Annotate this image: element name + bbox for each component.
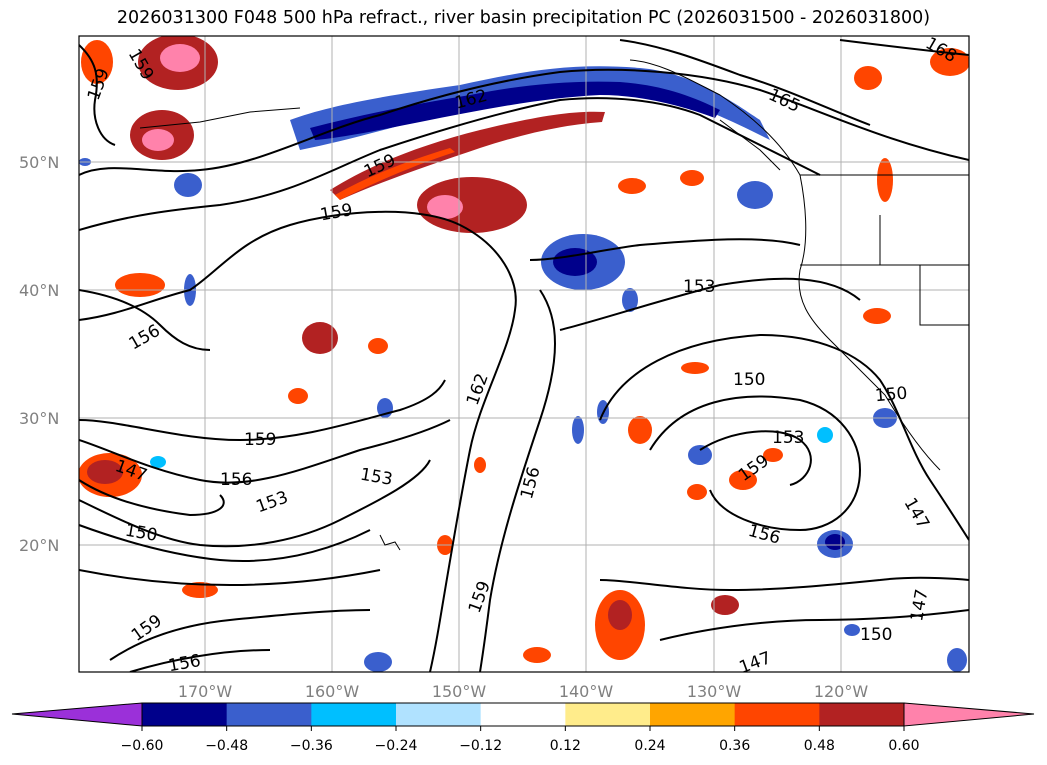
lon-label: 140°W <box>559 682 614 701</box>
colorbar-segment <box>480 703 566 726</box>
lat-label: 30°N <box>19 409 59 428</box>
precip-blob <box>844 624 860 636</box>
contour-label: 159 <box>319 200 354 225</box>
colorbar-segment <box>565 703 651 726</box>
colorbar-tick-label: −0.36 <box>290 738 333 754</box>
precip-blob <box>622 288 638 312</box>
lat-label: 20°N <box>19 536 59 555</box>
precip-blob <box>368 338 388 354</box>
map-frame <box>78 35 970 673</box>
precip-blob <box>364 652 392 672</box>
contour-label: 147 <box>737 648 774 678</box>
precip-orange-band <box>335 148 455 200</box>
precip-blob <box>474 457 486 473</box>
contour-label: 147 <box>900 495 934 533</box>
precip-blob <box>729 470 757 490</box>
precip-blob <box>854 66 882 90</box>
colorbar-segment <box>396 703 482 726</box>
colorbar-segment <box>12 703 142 726</box>
precip-blob <box>523 647 551 663</box>
contour-label: 156 <box>126 321 164 355</box>
precip-blob <box>680 170 704 186</box>
precip-blob <box>142 129 174 151</box>
lon-label: 130°W <box>687 682 742 701</box>
colorbar-segment <box>819 703 905 726</box>
lat-labels: 50°N 40°N 30°N 20°N <box>19 153 59 555</box>
precip-blob <box>737 181 773 209</box>
lon-label: 120°W <box>814 682 869 701</box>
precip-blob <box>427 195 463 219</box>
colorbar-segment <box>904 703 1034 726</box>
contour-label: 147 <box>907 588 932 623</box>
precip-blob <box>825 534 845 550</box>
contours <box>79 39 969 672</box>
colorbar-tick-label: 0.12 <box>550 738 581 754</box>
contour-label: 153 <box>254 487 291 517</box>
precip-blob <box>711 595 739 615</box>
precip-blob <box>817 427 833 443</box>
colorbar-tick-label: −0.48 <box>205 738 248 754</box>
precip-blob <box>618 178 646 194</box>
contour-label: 153 <box>359 465 394 490</box>
precip-blob <box>763 448 783 462</box>
lon-label: 170°W <box>178 682 233 701</box>
lon-labels: 170°W 160°W 150°W 140°W 130°W 120°W <box>178 682 869 701</box>
lat-label: 50°N <box>19 153 59 172</box>
precip-blob <box>81 40 113 84</box>
contour-label: 159 <box>465 578 495 615</box>
precip-blob <box>302 322 338 354</box>
colorbar-segment <box>311 703 397 726</box>
lon-label: 150°W <box>432 682 487 701</box>
lat-label: 40°N <box>19 281 59 300</box>
precip-blob <box>687 484 707 500</box>
coastlines <box>139 59 969 551</box>
map-title: 2026031300 F048 500 hPa refract., river … <box>116 8 931 28</box>
precip-blob <box>87 460 123 484</box>
colorbar-segment <box>650 703 736 726</box>
colorbar-tick-label: 0.36 <box>719 738 750 754</box>
contour-label: 165 <box>765 85 803 117</box>
colorbar-segment <box>226 703 312 726</box>
colorbar-segment <box>142 703 228 726</box>
colorbar-tick-label: −0.60 <box>121 738 164 754</box>
precip-blob <box>115 273 165 297</box>
contour-label: 150 <box>874 384 908 407</box>
precip-blob <box>288 388 308 404</box>
contour-label: 150 <box>860 625 892 645</box>
precip-blob <box>877 158 893 202</box>
precip-blob <box>160 44 200 72</box>
precip-blob <box>150 456 166 468</box>
precip-blob <box>930 48 969 76</box>
contour-label: 159 <box>244 430 276 450</box>
colorbar-tick-label: 0.24 <box>634 738 665 754</box>
colorbar-tick-label: −0.12 <box>459 738 502 754</box>
graticule <box>79 36 969 672</box>
colorbar-tick-label: 0.48 <box>804 738 835 754</box>
colorbar-tick-label: 0.60 <box>888 738 919 754</box>
colorbar-segment <box>734 703 820 726</box>
colorbar: −0.60 −0.48 −0.36 −0.24 −0.12 0.12 0.24 0.36 0.4… <box>11 702 1035 754</box>
precip-blob <box>863 308 891 324</box>
colorbar-tick-label: −0.24 <box>375 738 418 754</box>
contour-label: 162 <box>463 371 493 408</box>
contour-label: 150 <box>733 370 765 390</box>
precip-blob <box>947 648 967 672</box>
precip-blob <box>174 173 202 197</box>
precip-blob <box>688 445 712 465</box>
contour-label: 153 <box>683 277 715 297</box>
precip-blob <box>681 362 709 374</box>
colorbar-frame <box>141 702 905 727</box>
precip-blob <box>608 600 632 630</box>
precip-blob <box>182 582 218 598</box>
contour-label: 156 <box>220 470 252 490</box>
contour-label: 153 <box>772 428 804 448</box>
precip-blob <box>572 416 584 444</box>
contour-label: 156 <box>517 465 545 502</box>
precip-shading <box>79 36 969 672</box>
lon-label: 160°W <box>305 682 360 701</box>
precip-blob <box>628 416 652 444</box>
